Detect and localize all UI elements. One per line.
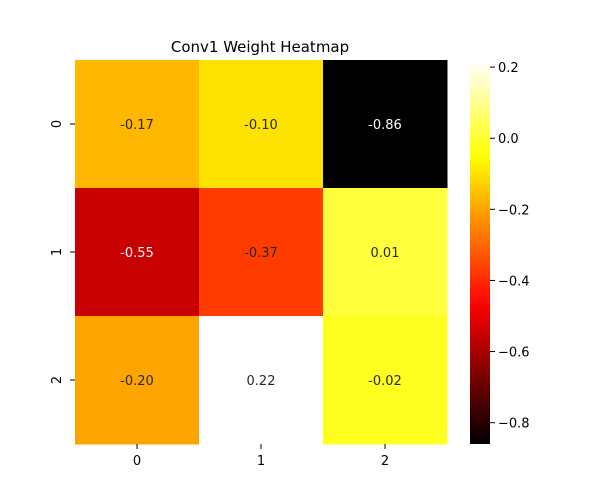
- heatmap-cell-label-1-2: 0.01: [371, 246, 400, 261]
- heatmap-cell-2-1: [199, 316, 324, 445]
- x-tick-label-0: 0: [133, 454, 141, 469]
- y-tick-label-0: 0: [50, 120, 65, 128]
- heatmap-cell-0-2: [323, 60, 448, 189]
- colorbar-tick-label-0: 0.2: [498, 61, 519, 76]
- colorbar: 0.2 0.0 −0.2 −0.4 −0.6 −0.8: [470, 60, 530, 444]
- heatmap-cell-label-0-0: -0.17: [120, 118, 154, 133]
- heatmap-cell-label-1-0: -0.55: [120, 246, 154, 261]
- colorbar-tick-label-2: −0.2: [498, 203, 530, 218]
- heatmap-cell-1-1: [199, 188, 324, 317]
- y-tick-label-2: 2: [50, 376, 65, 384]
- heatmap-cell-labels: -0.17 -0.10 -0.86 -0.55 -0.37 0.01 -0.20 0.22 -0…: [120, 118, 402, 389]
- y-axis: 0 1 2: [50, 120, 75, 384]
- chart-title: Conv1 Weight Heatmap: [171, 38, 349, 56]
- heatmap-cell-label-0-1: -0.10: [244, 118, 278, 133]
- heatmap-cell-label-2-0: -0.20: [120, 374, 154, 389]
- x-tick-label-2: 2: [381, 454, 389, 469]
- heatmap-cell-0-0: [75, 60, 200, 189]
- colorbar-tick-label-3: −0.4: [498, 274, 530, 289]
- heatmap-cell-label-0-2: -0.86: [368, 118, 402, 133]
- heatmap-cell-1-0: [75, 188, 200, 317]
- heatmap-cell-1-2: [323, 188, 448, 317]
- heatmap-cell-label-2-1: 0.22: [247, 374, 276, 389]
- colorbar-bar: [470, 60, 490, 444]
- heatmap-cell-2-0: [75, 316, 200, 445]
- heatmap-cell-2-2: [323, 316, 448, 445]
- heatmap-cell-label-1-1: -0.37: [244, 246, 278, 261]
- x-tick-label-1: 1: [257, 454, 265, 469]
- colorbar-tick-label-5: −0.8: [498, 417, 530, 432]
- y-tick-label-1: 1: [50, 248, 65, 256]
- heatmap-cell-0-1: [199, 60, 324, 189]
- colorbar-tick-label-4: −0.6: [498, 346, 530, 361]
- x-axis: 0 1 2: [133, 444, 389, 469]
- colorbar-tick-label-1: 0.0: [498, 132, 519, 147]
- heatmap-cells: [75, 60, 448, 445]
- heatmap-cell-label-2-2: -0.02: [368, 374, 402, 389]
